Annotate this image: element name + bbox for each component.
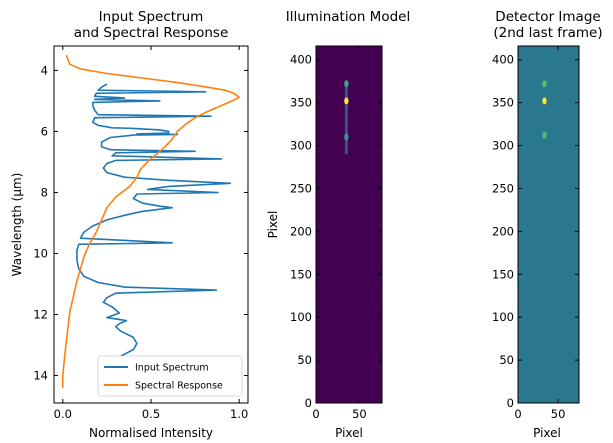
panel1-y-axis-label: Wavelength (μm): [10, 173, 24, 277]
y-tick-label: 8: [41, 185, 48, 199]
y-tick-label: 100: [290, 310, 312, 324]
detector-bright-spot: [542, 80, 547, 88]
detector-trace: [542, 81, 546, 163]
x-tick-label: 0.5: [142, 407, 160, 421]
y-tick-label: 200: [492, 224, 514, 238]
x-tick-label: 50: [551, 407, 566, 421]
panel3-title-line2: (2nd last frame): [493, 25, 602, 41]
y-tick-label: 250: [492, 181, 514, 195]
panel3-x-ticks: 0 50: [514, 46, 565, 421]
y-tick-label: 300: [492, 139, 514, 153]
y-tick-label: 12: [33, 308, 48, 322]
panel1-y-ticks: 4 6 8 10 12 14: [33, 63, 248, 383]
y-tick-label: 150: [290, 267, 312, 281]
y-tick-label: 10: [33, 246, 48, 260]
panel2-y-axis-label: Pixel: [266, 211, 280, 239]
illumination-panel: Illumination Model 0 50 0 50 100 150 200 250 30…: [266, 9, 410, 440]
panel2-title: Illumination Model: [286, 9, 410, 25]
panel2-x-ticks: 0 50: [312, 46, 367, 421]
panel1-x-ticks: 0.0 0.5 1.0: [54, 46, 248, 421]
panel2-x-axis-label: Pixel: [335, 426, 363, 440]
panel2-y-ticks: 0 50 100 150 200 250 300 350 400: [290, 53, 382, 410]
panel1-frame: [53, 45, 249, 404]
legend-label-spectral-response: Spectral Response: [135, 381, 223, 392]
y-tick-label: 0: [507, 396, 514, 410]
illumination-bright-spot: [344, 133, 349, 141]
illumination-background: [316, 46, 382, 403]
legend-label-input-spectrum: Input Spectrum: [135, 363, 209, 374]
detector-panel: Detector Image (2nd last frame) 0 50 0 50 1…: [492, 9, 603, 440]
y-tick-label: 350: [492, 96, 514, 110]
x-tick-label: 1.0: [230, 407, 248, 421]
x-tick-label: 0.0: [54, 407, 72, 421]
illumination-image: [316, 46, 382, 403]
y-tick-label: 50: [499, 353, 514, 367]
y-tick-label: 4: [41, 63, 48, 77]
panel3-x-axis-label: Pixel: [533, 426, 561, 440]
detector-image: [518, 46, 579, 403]
panel3-frame: [517, 45, 580, 404]
spectrum-panel: Input Spectrum and Spectral Response 0.0…: [10, 9, 249, 440]
y-tick-label: 14: [33, 369, 48, 383]
panel3-title-line1: Detector Image: [495, 9, 600, 25]
y-tick-label: 300: [290, 139, 312, 153]
illumination-trace: [344, 81, 348, 155]
y-tick-label: 400: [492, 53, 514, 67]
y-tick-label: 6: [41, 124, 48, 138]
x-tick-label: 0: [312, 407, 319, 421]
y-tick-label: 100: [492, 310, 514, 324]
spectrum-plot-area: [62, 54, 240, 388]
legend: Input Spectrum Spectral Response: [97, 355, 243, 397]
y-tick-label: 0: [305, 396, 312, 410]
panel2-frame: [315, 45, 383, 404]
y-tick-label: 350: [290, 96, 312, 110]
legend-box: [97, 355, 243, 397]
x-tick-label: 0: [514, 407, 521, 421]
series-line-spectral-response: [62, 54, 240, 388]
detector-bright-spot: [542, 131, 547, 139]
y-tick-label: 250: [290, 181, 312, 195]
panel1-x-axis-label: Normalised Intensity: [89, 426, 213, 440]
y-tick-label: 150: [492, 267, 514, 281]
y-tick-label: 400: [290, 53, 312, 67]
panel1-title-line1: Input Spectrum: [99, 9, 204, 25]
illumination-bright-spot: [344, 97, 349, 105]
panel1-title-line2: and Spectral Response: [74, 25, 229, 41]
y-tick-label: 50: [297, 353, 312, 367]
y-tick-label: 200: [290, 224, 312, 238]
illumination-bright-spot: [344, 80, 349, 88]
panel3-y-ticks: 0 50 100 150 200 250 300 350 400: [492, 53, 579, 410]
detector-bright-spot: [542, 97, 547, 105]
detector-background: [518, 46, 579, 403]
series-line-input-spectrum: [76, 83, 232, 362]
x-tick-label: 50: [352, 407, 367, 421]
